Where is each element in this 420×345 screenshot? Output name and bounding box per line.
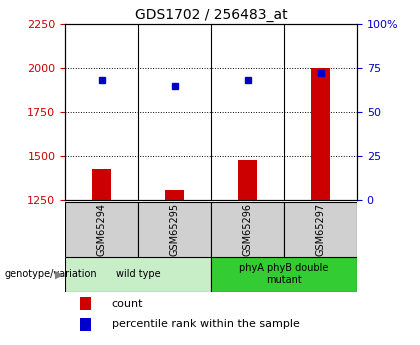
Bar xyxy=(65,257,211,292)
Bar xyxy=(138,202,211,257)
Text: GSM65294: GSM65294 xyxy=(97,203,107,256)
Bar xyxy=(165,189,184,200)
Text: ▶: ▶ xyxy=(55,269,63,279)
Text: genotype/variation: genotype/variation xyxy=(4,269,97,279)
Text: GSM65295: GSM65295 xyxy=(170,203,180,256)
Bar xyxy=(92,169,111,200)
Text: wild type: wild type xyxy=(116,269,160,279)
Text: percentile rank within the sample: percentile rank within the sample xyxy=(112,319,300,329)
Text: GSM65297: GSM65297 xyxy=(315,203,326,256)
Text: phyA phyB double
mutant: phyA phyB double mutant xyxy=(239,264,329,285)
Bar xyxy=(211,202,284,257)
Bar xyxy=(80,317,92,331)
Bar xyxy=(311,68,330,200)
Bar xyxy=(211,257,357,292)
Title: GDS1702 / 256483_at: GDS1702 / 256483_at xyxy=(135,8,287,22)
Text: count: count xyxy=(112,299,143,309)
Text: GSM65296: GSM65296 xyxy=(242,203,252,256)
Bar xyxy=(65,202,138,257)
Bar xyxy=(80,297,92,310)
Bar xyxy=(284,202,357,257)
Bar xyxy=(239,160,257,200)
